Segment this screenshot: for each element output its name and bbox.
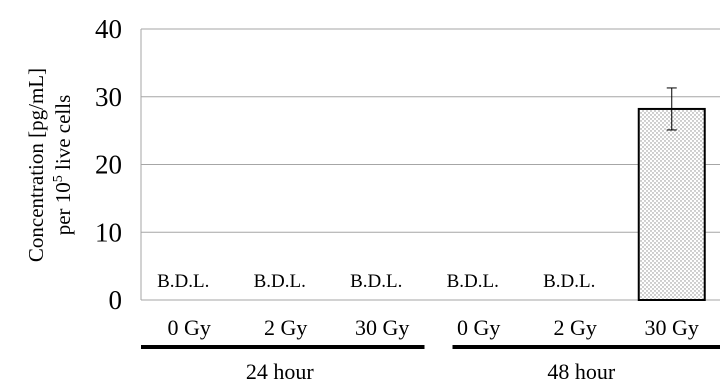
bdl-label: B.D.L. (543, 271, 595, 292)
y-axis-label-line1: Concentration [pg/mL] (24, 68, 48, 262)
x-category-label: 0 Gy (168, 315, 211, 340)
y-axis-label-suffix: live cells (51, 95, 75, 175)
x-category-label: 30 Gy (355, 315, 409, 340)
y-tick-label: 40 (95, 14, 122, 44)
y-tick-label: 0 (109, 285, 123, 315)
y-axis-label-exponent: 5 (51, 175, 66, 182)
bdl-label: B.D.L. (447, 271, 499, 292)
y-axis-label-line2: per 105 live cells (51, 95, 75, 236)
bars (637, 87, 706, 301)
bdl-label: B.D.L. (254, 271, 306, 292)
group-label: 24 hour (246, 359, 315, 384)
y-axis-title: Concentration [pg/mL] per 105 live cells (24, 68, 75, 262)
x-category-label: 0 Gy (457, 315, 500, 340)
x-category-label: 2 Gy (554, 315, 597, 340)
y-tick-label: 20 (95, 150, 122, 180)
bdl-label: B.D.L. (157, 271, 209, 292)
y-tick-label: 30 (95, 82, 122, 112)
labels: 0 10 20 30 40 B.D.L. 0 Gy B.D.L. 2 Gy B.D.L. 30 Gy… (95, 14, 699, 384)
bdl-label: B.D.L. (350, 271, 402, 292)
bar (637, 107, 706, 301)
y-tick-label: 10 (95, 217, 122, 247)
axes (140, 29, 720, 349)
y-axis-label-prefix: per 10 (51, 182, 75, 235)
group-label: 48 hour (547, 359, 616, 384)
gridlines (141, 28, 720, 233)
x-category-label: 2 Gy (264, 315, 307, 340)
x-category-label: 30 Gy (645, 315, 699, 340)
